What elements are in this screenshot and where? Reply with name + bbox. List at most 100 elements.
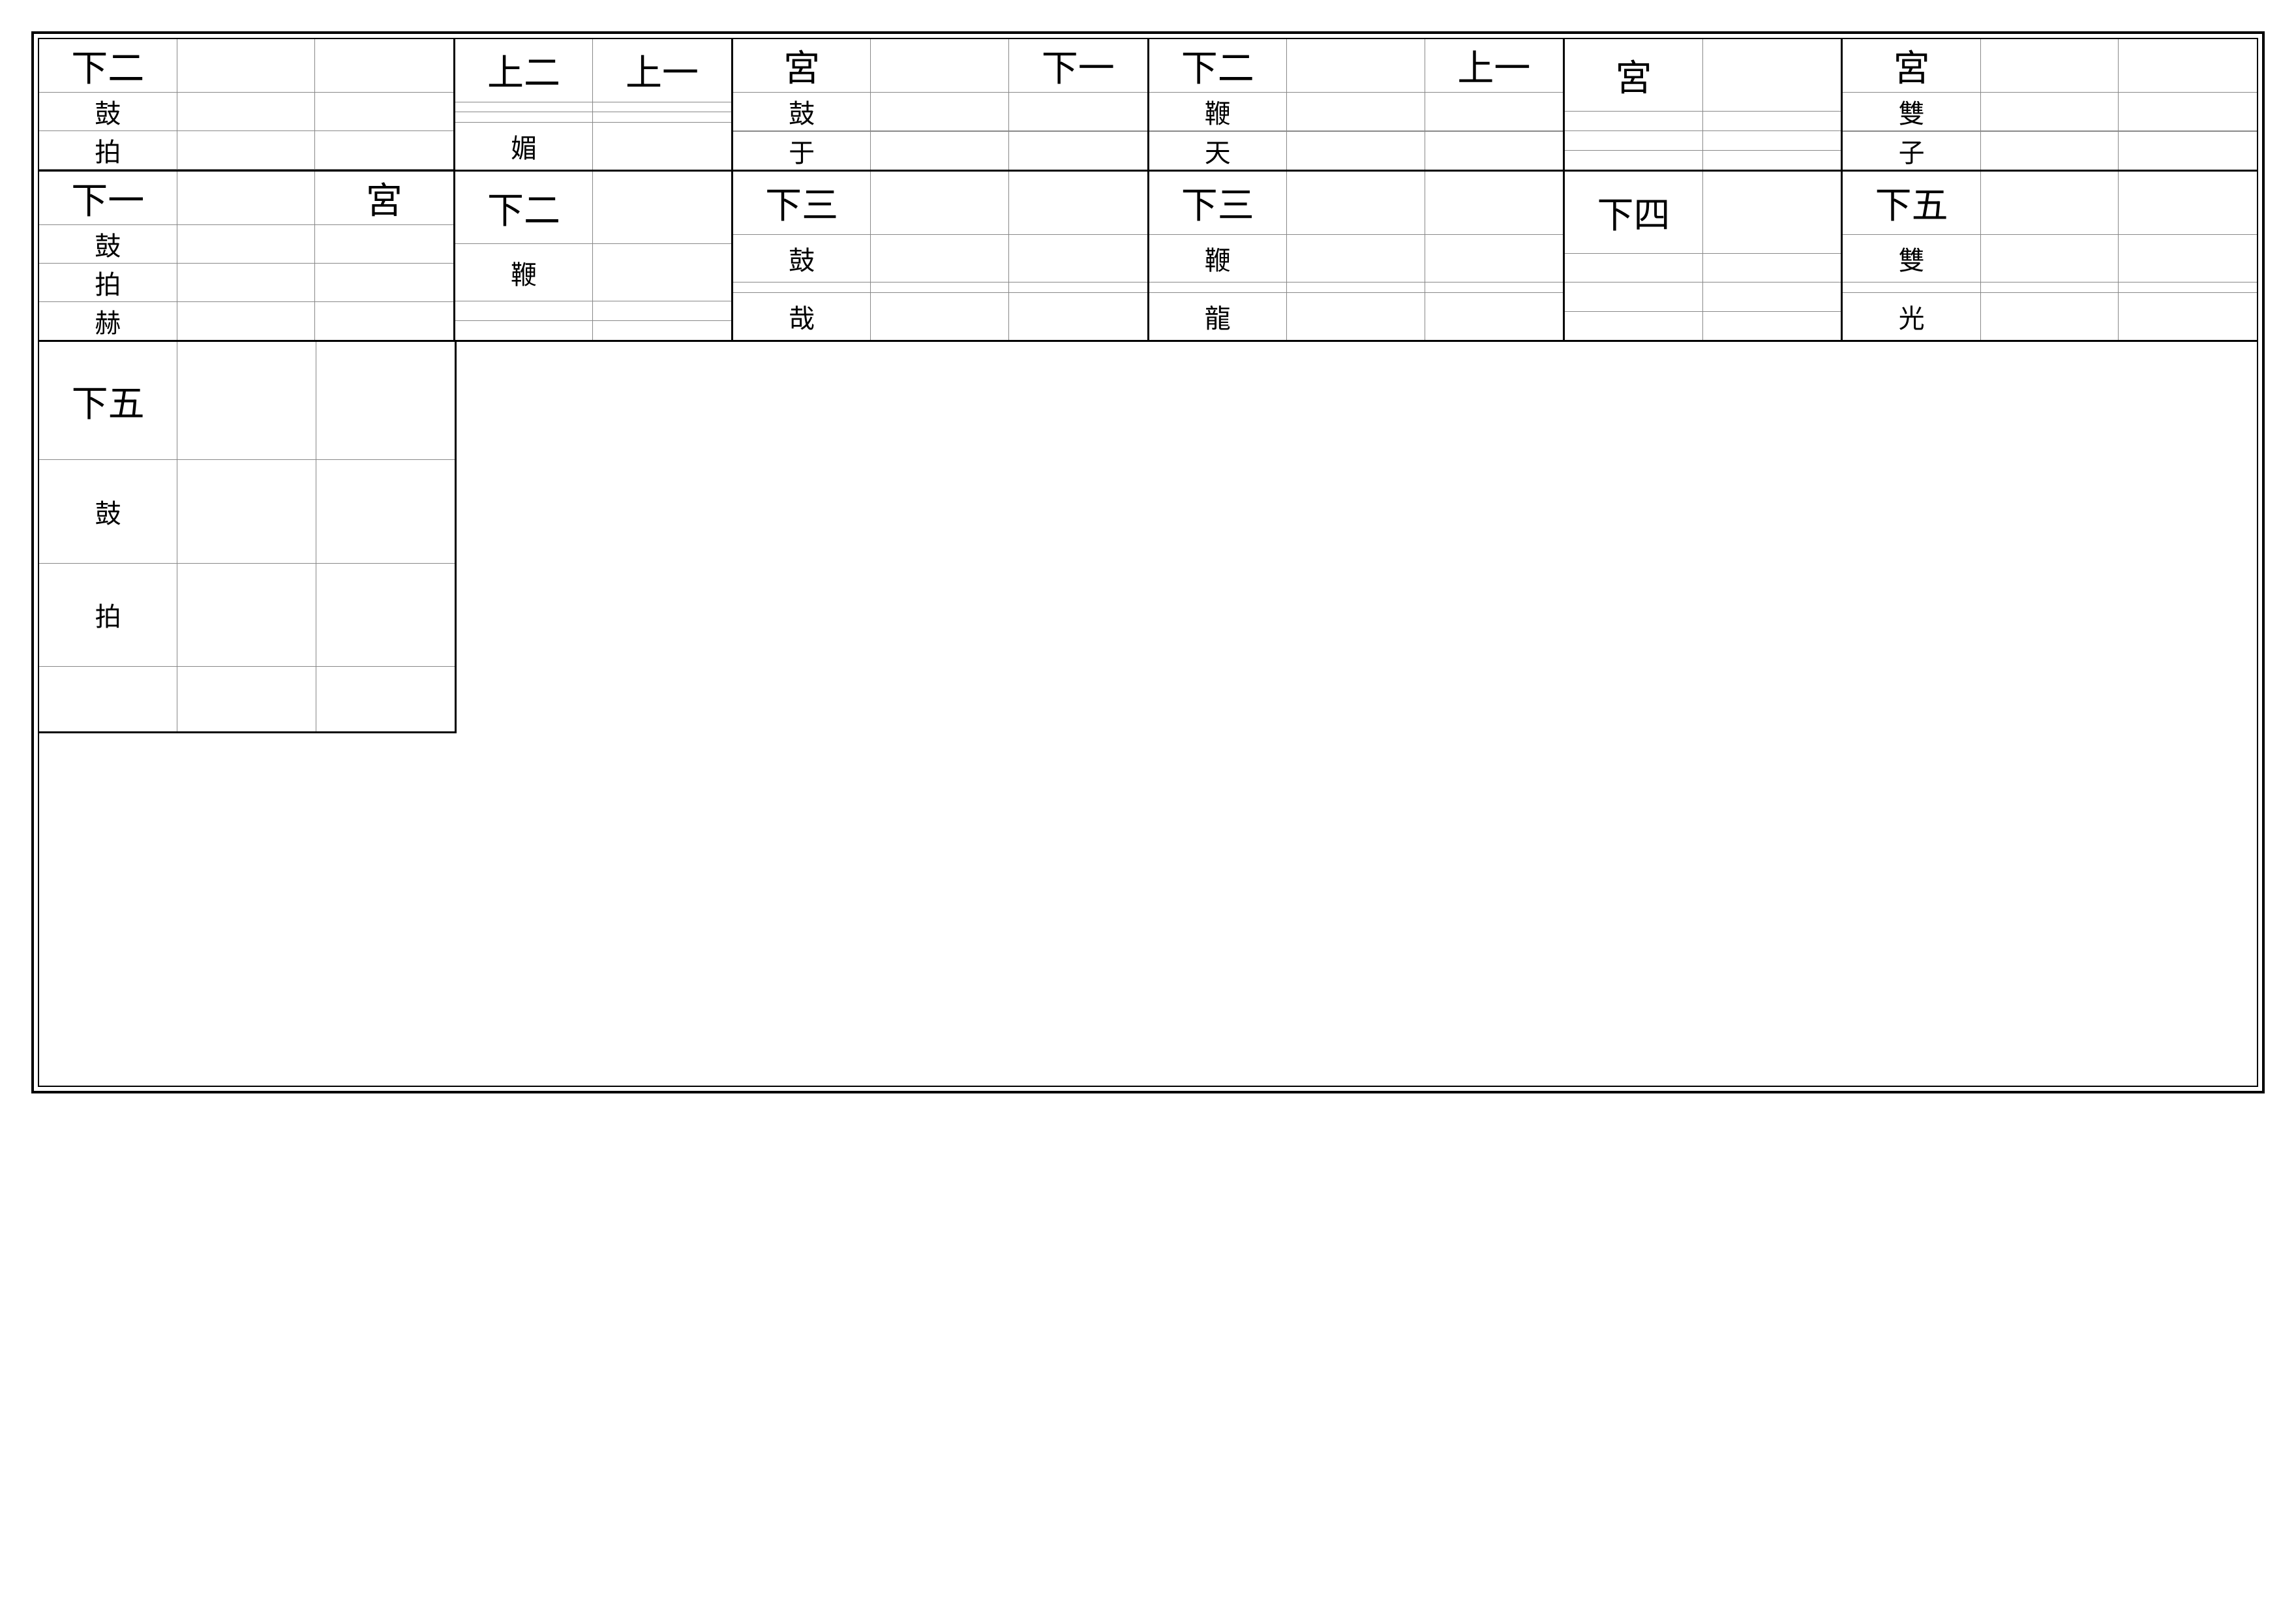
cell	[2119, 132, 2257, 170]
cell: 上一	[593, 39, 731, 102]
cell	[871, 293, 1009, 341]
cell	[1981, 39, 2119, 93]
cell: 鞭	[1149, 93, 1288, 131]
cell	[315, 39, 453, 93]
cell	[1703, 254, 1841, 283]
cell	[1703, 312, 1841, 341]
cell: 光	[1843, 293, 1981, 341]
cell	[2119, 93, 2257, 131]
cell	[177, 460, 316, 563]
block-r1-b5: 宮 雙 子	[1843, 39, 2257, 170]
block-r1-b2: 宮 下一 鼓 于	[733, 39, 1149, 170]
cell	[1981, 235, 2119, 283]
cell	[177, 264, 316, 302]
cell: 下一	[39, 172, 177, 225]
cell: 上一	[1425, 39, 1563, 93]
cell	[1565, 282, 1703, 312]
cell: 下四	[1565, 172, 1703, 254]
cell: 鼓	[39, 460, 177, 563]
cell	[1703, 151, 1841, 170]
cell	[316, 564, 455, 667]
cell: 下五	[1843, 172, 1981, 235]
cell: 龍	[1149, 293, 1288, 341]
cell	[593, 112, 731, 123]
cell	[2119, 282, 2257, 293]
cell	[593, 172, 731, 244]
cell: 于	[733, 132, 871, 170]
cell	[1565, 151, 1703, 170]
block-r1-b4: 宮	[1565, 39, 1843, 170]
cell: 哉	[733, 293, 871, 341]
cell	[1703, 112, 1841, 131]
cell	[1565, 131, 1703, 151]
cell	[1009, 282, 1147, 293]
cell: 下三	[1149, 172, 1288, 235]
cell: 宮	[315, 172, 453, 225]
cell	[871, 282, 1009, 293]
cell	[1287, 39, 1425, 93]
block-r2-b2: 下三 鼓 哉	[733, 172, 1149, 340]
block-r2-b1: 下二 鞭	[455, 172, 733, 340]
cell: 下二	[455, 172, 594, 244]
cell	[593, 102, 731, 113]
cell	[455, 321, 594, 340]
cell	[1009, 235, 1147, 283]
cell	[177, 39, 316, 93]
cell	[39, 667, 177, 731]
cell	[1425, 93, 1563, 131]
cell: 拍	[39, 264, 177, 302]
cell	[177, 342, 316, 460]
cell	[316, 667, 455, 731]
cell	[1981, 93, 2119, 131]
cell	[1287, 132, 1425, 170]
cell	[1425, 282, 1563, 293]
cell	[2119, 235, 2257, 283]
cell	[871, 235, 1009, 283]
cell: 下五	[39, 342, 177, 460]
cell	[1287, 93, 1425, 131]
cell: 鞭	[455, 244, 594, 301]
cell: 下二	[39, 39, 177, 93]
cell	[1425, 172, 1563, 235]
bottom-empty-area	[39, 733, 2257, 1086]
inner-frame: 下二 鼓 拍 上二 上一 媚	[38, 38, 2258, 1087]
cell	[1425, 132, 1563, 170]
cell	[177, 172, 316, 225]
cell	[1565, 312, 1703, 341]
cell: 宮	[733, 39, 871, 93]
cell	[177, 131, 316, 170]
cell: 鼓	[39, 93, 177, 131]
cell: 宮	[1843, 39, 1981, 93]
cell: 雙	[1843, 93, 1981, 131]
notation-row-2: 下一 宮 鼓 拍 赫 下二 鞭	[39, 172, 2257, 342]
block-r3-b0: 下五 鼓 拍	[39, 342, 457, 733]
cell	[1287, 235, 1425, 283]
cell	[1703, 131, 1841, 151]
block-r2-b0: 下一 宮 鼓 拍 赫	[39, 172, 455, 340]
cell	[871, 132, 1009, 170]
cell	[1565, 112, 1703, 131]
cell	[177, 667, 316, 731]
cell: 拍	[39, 131, 177, 170]
cell	[177, 225, 316, 264]
cell	[871, 172, 1009, 235]
cell	[1981, 293, 2119, 341]
cell	[455, 102, 594, 113]
block-r2-b3: 下三 鞭 龍	[1149, 172, 1565, 340]
cell	[593, 123, 731, 170]
cell	[1009, 293, 1147, 341]
cell	[315, 93, 453, 131]
cell: 子	[1843, 132, 1981, 170]
cell	[1009, 172, 1147, 235]
cell: 下三	[733, 172, 871, 235]
cell	[1149, 282, 1288, 293]
cell: 鞭	[1149, 235, 1288, 283]
cell: 下二	[1149, 39, 1288, 93]
cell	[315, 131, 453, 170]
cell: 上二	[455, 39, 594, 102]
cell: 天	[1149, 132, 1288, 170]
cell	[1981, 282, 2119, 293]
cell	[2119, 293, 2257, 341]
cell	[1703, 39, 1841, 112]
cell: 赫	[39, 302, 177, 340]
